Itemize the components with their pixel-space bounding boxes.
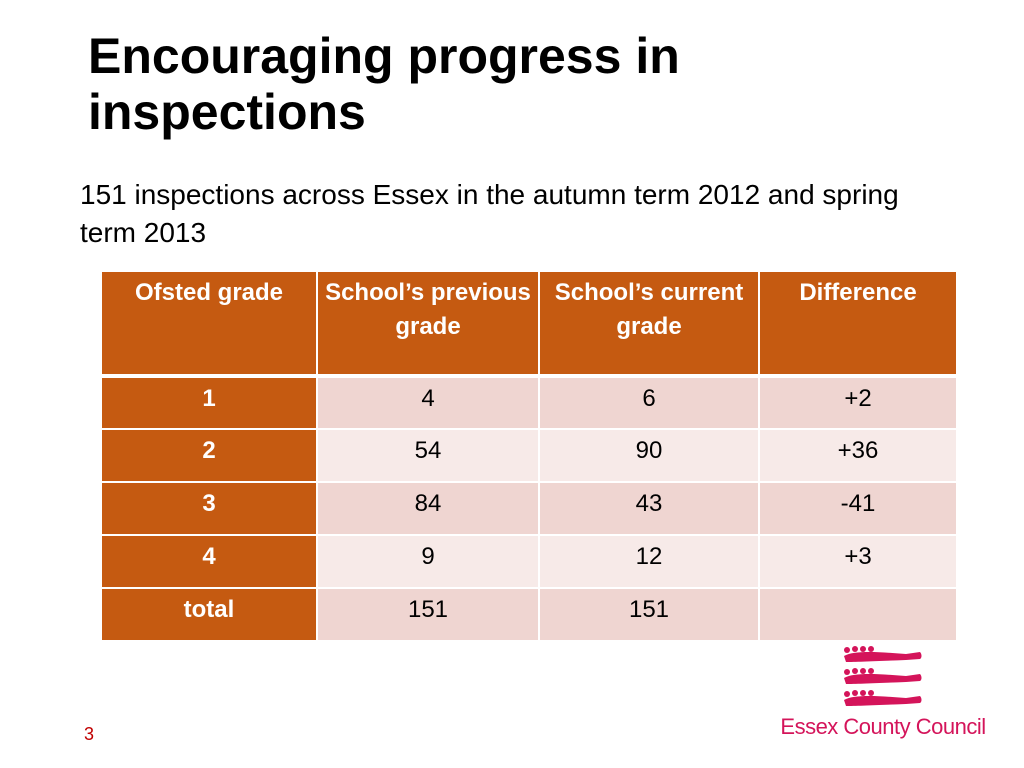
cell-previous: 54 — [316, 428, 540, 483]
cell-current: 6 — [538, 375, 760, 430]
cell-previous: 9 — [316, 534, 540, 589]
row-grade-label: 2 — [100, 428, 318, 483]
row-grade-label: 1 — [100, 375, 318, 430]
cell-current: 12 — [538, 534, 760, 589]
header-current-grade: School’s current grade — [538, 270, 760, 377]
cell-previous: 84 — [316, 481, 540, 536]
table-row: 1 4 6 +2 — [100, 375, 958, 430]
table-row: 2 54 90 +36 — [100, 428, 958, 483]
logo-text: Essex County Council — [780, 714, 986, 739]
row-grade-label: 4 — [100, 534, 318, 589]
cell-difference: +3 — [758, 534, 958, 589]
cell-current-total: 151 — [538, 587, 760, 642]
page-number: 3 — [84, 724, 95, 744]
header-ofsted-grade: Ofsted grade — [100, 270, 318, 377]
inspection-grades-table: Ofsted grade School’s previous grade Sch… — [100, 270, 958, 642]
table-row: 4 9 12 +3 — [100, 534, 958, 589]
essex-county-council-logo: Essex County Council — [778, 644, 988, 744]
slide-title: Encouraging progress in inspections — [88, 28, 680, 140]
cell-difference-total — [758, 587, 958, 642]
cell-previous: 4 — [316, 375, 540, 430]
header-difference: Difference — [758, 270, 958, 377]
row-total-label: total — [100, 587, 318, 642]
header-previous-grade: School’s previous grade — [316, 270, 540, 377]
slide-subtitle: 151 inspections across Essex in the autu… — [80, 179, 899, 248]
row-grade-label: 3 — [100, 481, 318, 536]
cell-previous-total: 151 — [316, 587, 540, 642]
cell-current: 90 — [538, 428, 760, 483]
table-header-row: Ofsted grade School’s previous grade Sch… — [100, 270, 958, 377]
cell-difference: +36 — [758, 428, 958, 483]
cell-difference: +2 — [758, 375, 958, 430]
cell-current: 43 — [538, 481, 760, 536]
cell-difference: -41 — [758, 481, 958, 536]
table-row-total: total 151 151 — [100, 587, 958, 642]
three-seaxes-icon — [844, 646, 922, 706]
table-row: 3 84 43 -41 — [100, 481, 958, 536]
